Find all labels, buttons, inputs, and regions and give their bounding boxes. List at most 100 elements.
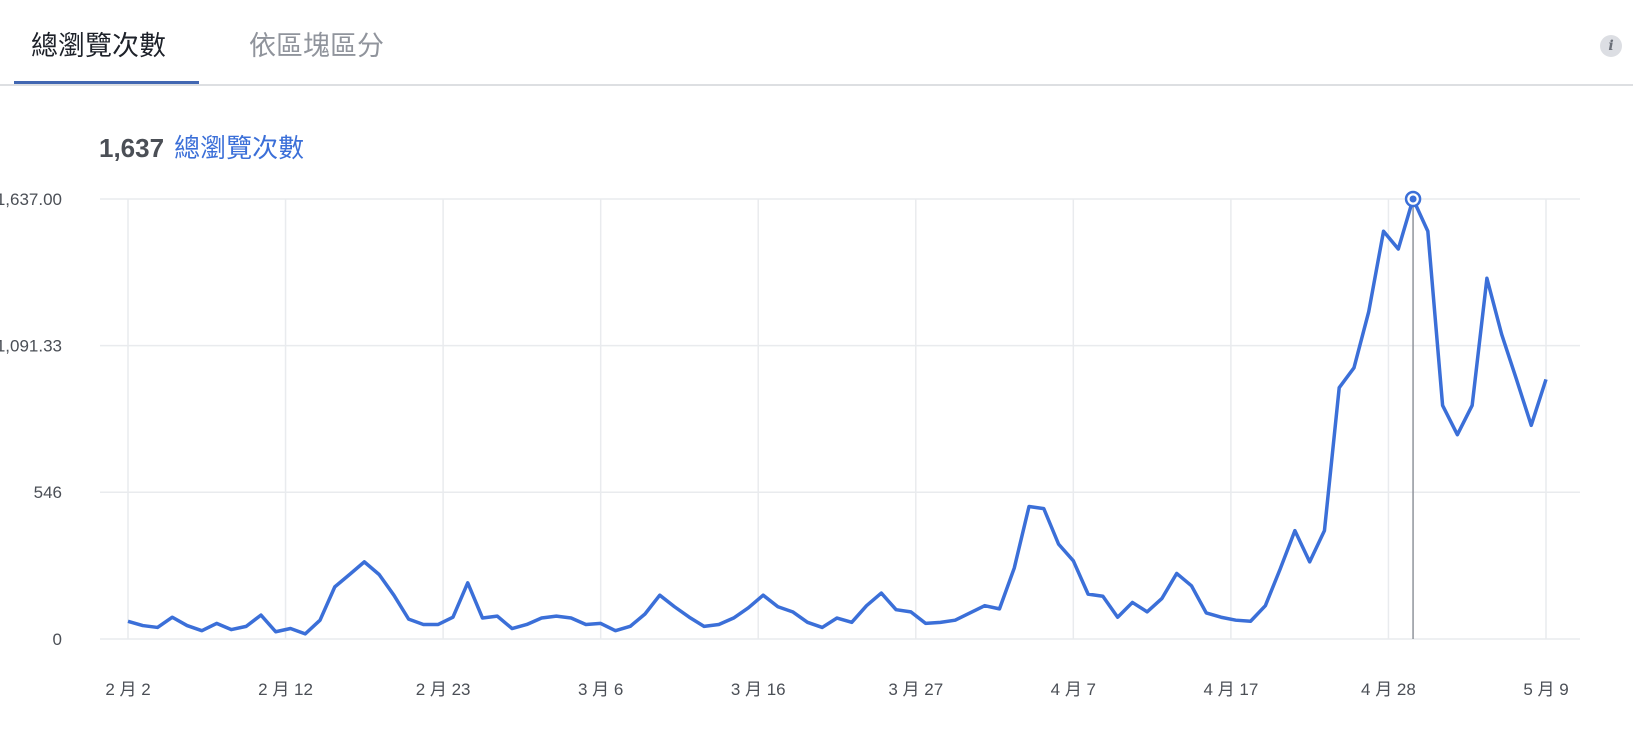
data-point <box>584 622 588 626</box>
data-point <box>820 625 824 629</box>
data-point <box>1544 377 1548 381</box>
data-point <box>732 616 736 620</box>
y-tick-label: 1,637.00 <box>0 190 62 209</box>
data-point <box>1367 310 1371 314</box>
tab-divider <box>0 84 1633 86</box>
data-point <box>215 621 219 625</box>
data-point <box>776 605 780 609</box>
tab-total-views[interactable]: 總瀏覽次數 <box>31 31 166 62</box>
data-point <box>1337 386 1341 390</box>
data-point <box>1130 600 1134 604</box>
data-point <box>407 617 411 621</box>
data-point <box>333 585 337 589</box>
data-point <box>362 560 366 564</box>
data-point <box>1382 229 1386 233</box>
data-point <box>687 615 691 619</box>
data-point <box>348 572 352 576</box>
total-views-count: 1,637 <box>99 133 165 163</box>
data-point <box>850 620 854 624</box>
tab-by-section[interactable]: 依區塊區分 <box>249 31 384 62</box>
data-point <box>377 572 381 576</box>
x-tick-label: 4 月 7 <box>1051 680 1096 699</box>
data-point <box>1485 276 1489 280</box>
data-point <box>1396 247 1400 251</box>
data-point <box>495 614 499 618</box>
data-point <box>997 607 1001 611</box>
data-point <box>244 624 248 628</box>
data-point <box>865 604 869 608</box>
data-point <box>1322 529 1326 533</box>
x-tick-label: 4 月 17 <box>1203 680 1258 699</box>
data-point <box>1441 403 1445 407</box>
data-point <box>791 610 795 614</box>
data-point <box>1160 596 1164 600</box>
data-point <box>1086 592 1090 596</box>
x-tick-label: 3 月 16 <box>731 680 786 699</box>
data-point <box>1234 618 1238 622</box>
summary: 1,637 總瀏覽次數 <box>99 128 304 165</box>
data-point <box>259 613 263 617</box>
data-point <box>1352 366 1356 370</box>
data-point <box>1012 566 1016 570</box>
data-point <box>451 615 455 619</box>
data-point <box>924 621 928 625</box>
metric-label: 總瀏覽次數 <box>174 134 305 164</box>
data-point <box>126 619 130 623</box>
data-point <box>673 605 677 609</box>
active-tab-indicator <box>14 81 199 86</box>
data-point <box>141 624 145 628</box>
y-tick-label: 546 <box>34 483 62 502</box>
data-point <box>805 620 809 624</box>
x-tick-label: 4 月 28 <box>1361 680 1416 699</box>
data-point <box>1278 567 1282 571</box>
data-point <box>525 622 529 626</box>
data-point <box>658 593 662 597</box>
data-point <box>968 611 972 615</box>
data-point <box>909 610 913 614</box>
data-point <box>1204 611 1208 615</box>
data-point <box>894 608 898 612</box>
highlighted-point <box>1409 195 1417 203</box>
data-point <box>983 604 987 608</box>
data-point <box>599 621 603 625</box>
data-point <box>1190 584 1194 588</box>
data-point <box>200 629 204 633</box>
data-point <box>569 616 573 620</box>
data-point <box>1116 615 1120 619</box>
data-point <box>1455 433 1459 437</box>
x-tick-label: 5 月 9 <box>1523 680 1568 699</box>
data-point <box>1263 604 1267 608</box>
y-tick-label: 0 <box>53 630 62 649</box>
data-point <box>702 624 706 628</box>
data-point <box>170 615 174 619</box>
data-point <box>1426 229 1430 233</box>
data-point <box>229 628 233 632</box>
data-point <box>717 622 721 626</box>
data-point <box>466 581 470 585</box>
data-point <box>1219 615 1223 619</box>
data-point <box>392 593 396 597</box>
data-point <box>1057 542 1061 546</box>
data-point <box>554 614 558 618</box>
y-tick-label: 1,091.33 <box>0 337 62 356</box>
data-point <box>835 616 839 620</box>
data-point <box>318 618 322 622</box>
data-point <box>1071 559 1075 563</box>
data-point <box>628 624 632 628</box>
data-point <box>1249 619 1253 623</box>
data-point <box>185 624 189 628</box>
data-point <box>510 627 514 631</box>
info-icon[interactable]: i <box>1600 35 1622 57</box>
data-point <box>288 627 292 631</box>
data-point <box>421 622 425 626</box>
data-point <box>1514 377 1518 381</box>
data-point <box>1293 529 1297 533</box>
data-point <box>274 630 278 634</box>
data-point <box>1027 504 1031 508</box>
data-point <box>481 616 485 620</box>
x-tick-label: 2 月 12 <box>258 680 313 699</box>
data-point <box>953 618 957 622</box>
data-point <box>879 591 883 595</box>
data-point <box>1470 403 1474 407</box>
